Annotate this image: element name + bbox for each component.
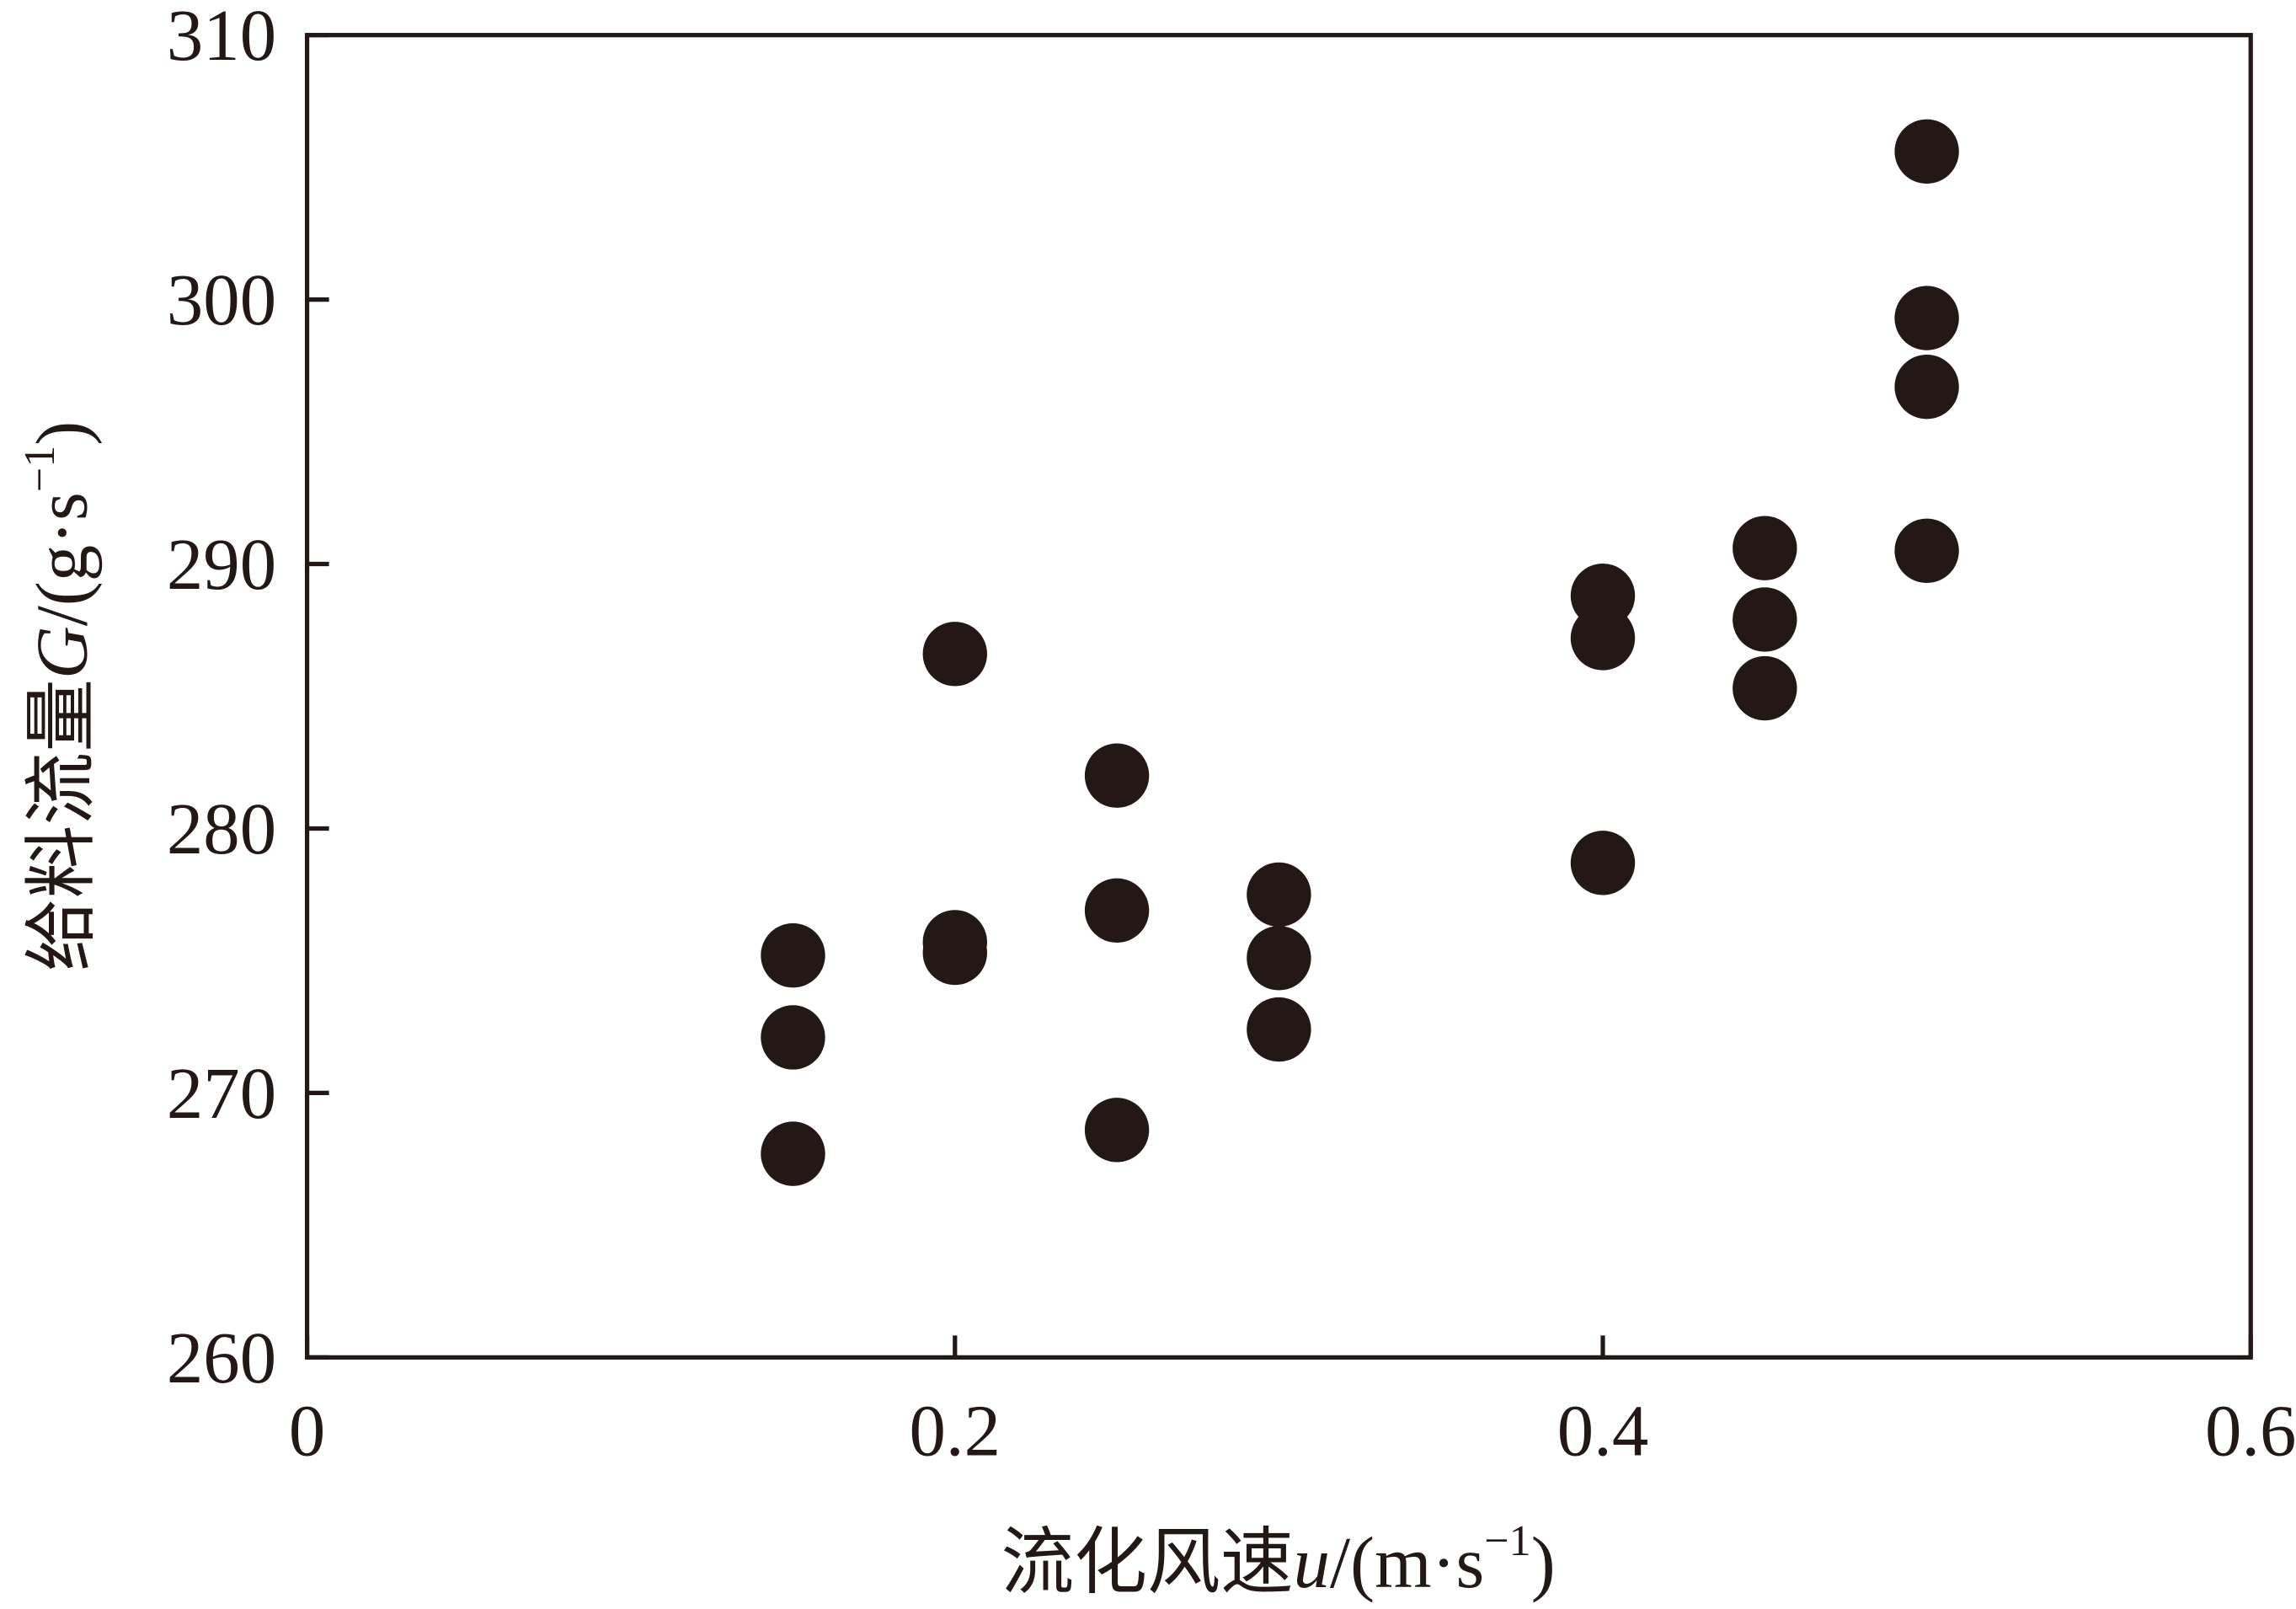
x-label-var: u [1294,1522,1330,1603]
x-axis-label: 流化风速u/(m·s−1) [1001,1517,1555,1603]
plot-frame [304,33,2253,1360]
y-tick-label: 270 [167,1053,276,1134]
x-tick-label: 0 [289,1391,325,1472]
scatter-point [761,922,825,988]
y-tick-label: 290 [167,524,276,605]
x-tick-label: 0.2 [910,1391,1001,1472]
scatter-point [1894,518,1959,584]
y-tick-label: 300 [167,259,276,340]
y-tick-label: 310 [167,0,276,76]
scatter-point [1733,587,1797,652]
y-tick-label: 280 [167,788,276,869]
x-tick-label: 0.6 [2205,1391,2296,1472]
y-label-unit: /(g·s [21,492,102,626]
y-label-text: 给料流量 [21,679,102,971]
scatter-point [1894,355,1959,420]
scatter-point [1084,878,1150,943]
y-label-var: G [21,626,102,679]
scatter-point [922,622,987,687]
scatter-point [1247,926,1311,991]
x-label-close: ) [1531,1522,1556,1603]
scatter-point [1733,516,1797,580]
y-axis-label: 给料流量G/(g·s−1) [16,421,102,971]
scatter-point [1570,831,1636,895]
scatter-point [1084,743,1150,808]
scatter-point [1084,1098,1150,1163]
scatter-point [761,1005,825,1070]
scatter-point [1247,862,1311,927]
scatter-point [1894,286,1959,350]
x-label-unit: /(m·s [1330,1522,1484,1603]
x-label-exp: −1 [1484,1517,1530,1565]
y-tick-label: 260 [167,1318,276,1398]
scatter-point [1733,655,1797,721]
scatter-point [922,920,987,986]
y-label-close: ) [21,421,102,446]
scatter-point [1894,119,1959,184]
scatter-point [761,1121,825,1186]
scatter-point [1570,606,1636,671]
x-tick-label: 0.4 [1557,1391,1649,1472]
scatter-point [1247,997,1311,1062]
y-label-exp: −1 [16,446,64,492]
x-label-text: 流化风速 [1001,1522,1293,1603]
